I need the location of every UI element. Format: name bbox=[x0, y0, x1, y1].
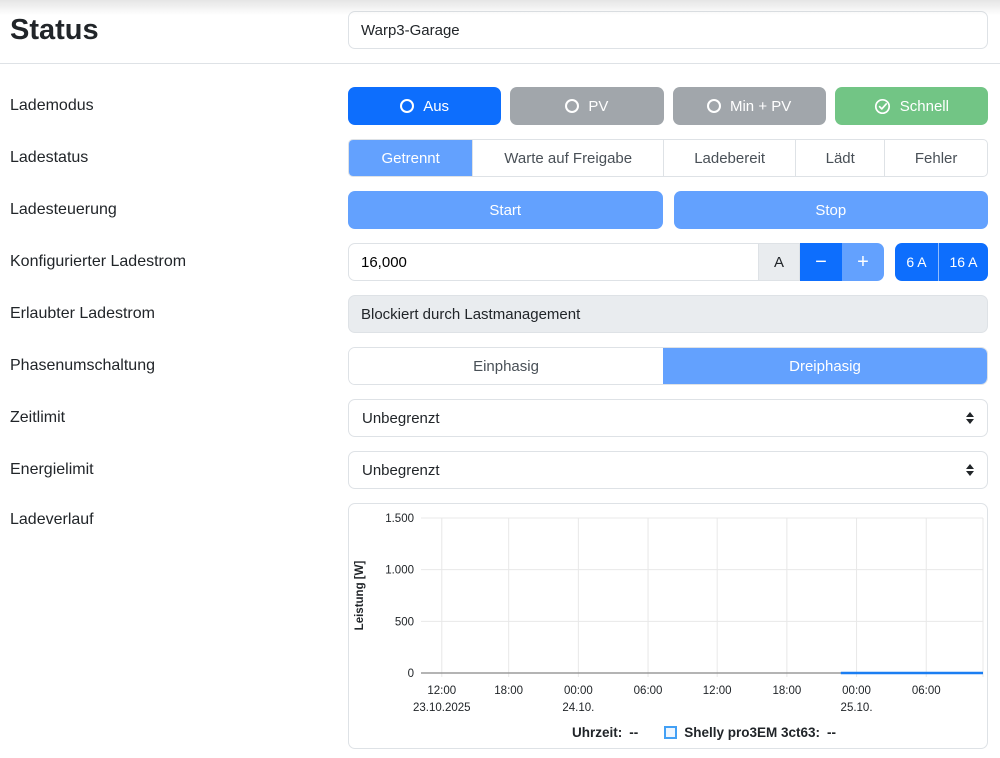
circle-icon bbox=[400, 99, 415, 113]
mode-min-pv-label: Min + PV bbox=[729, 97, 792, 115]
charge-status-bar: Getrennt Warte auf Freigabe Ladebereit L… bbox=[348, 139, 988, 177]
decrease-current-button[interactable]: − bbox=[800, 243, 842, 281]
svg-text:1.500: 1.500 bbox=[385, 513, 414, 525]
status-segment-getrennt: Getrennt bbox=[349, 140, 473, 176]
charge-history-chart: 0 500 1.000 1.500 12:00 23.10.2025 18:00 00:00 2… bbox=[348, 503, 988, 749]
phase-toggle-group: Einphasig Dreiphasig bbox=[348, 347, 988, 385]
current-input[interactable] bbox=[348, 243, 759, 281]
svg-text:06:00: 06:00 bbox=[634, 685, 663, 697]
status-segment-ladebereit: Ladebereit bbox=[663, 140, 795, 176]
mode-schnell-button[interactable]: Schnell bbox=[834, 87, 988, 125]
svg-text:0: 0 bbox=[408, 668, 414, 680]
lademodus-label: Lademodus bbox=[10, 97, 94, 114]
start-button[interactable]: Start bbox=[348, 191, 663, 229]
page-title: Status bbox=[10, 13, 99, 46]
row-lademodus: Lademodus Aus PV Min + PV Schnell bbox=[10, 87, 988, 125]
row-erlaubter-ladestrom: Erlaubter Ladestrom Blockiert durch Last… bbox=[10, 295, 988, 333]
energielimit-label: Energielimit bbox=[10, 461, 94, 478]
svg-text:500: 500 bbox=[395, 616, 414, 628]
row-ladesteuerung: Ladesteuerung Start Stop bbox=[10, 191, 988, 229]
mode-aus-button[interactable]: Aus bbox=[348, 87, 502, 125]
ladestatus-label: Ladestatus bbox=[10, 149, 89, 166]
svg-text:18:00: 18:00 bbox=[494, 685, 523, 697]
energy-limit-select[interactable]: Unbegrenzt bbox=[348, 451, 988, 489]
ladestrom-label: Konfigurierter Ladestrom bbox=[10, 253, 187, 270]
device-name-input[interactable] bbox=[348, 11, 988, 49]
erlaubt-label: Erlaubter Ladestrom bbox=[10, 305, 155, 322]
mode-pv-button[interactable]: PV bbox=[510, 87, 664, 125]
svg-text:24.10.: 24.10. bbox=[562, 702, 594, 714]
mode-schnell-label: Schnell bbox=[899, 97, 949, 115]
series-checkbox-icon[interactable] bbox=[664, 725, 678, 739]
phase-dreiphasig-button[interactable]: Dreiphasig bbox=[663, 348, 987, 384]
row-ladestatus: Ladestatus Getrennt Warte auf Freigabe L… bbox=[10, 139, 988, 177]
header-divider bbox=[0, 63, 1000, 64]
circle-icon bbox=[565, 99, 580, 113]
ladeverlauf-label: Ladeverlauf bbox=[10, 511, 94, 528]
row-ladestrom: Konfigurierter Ladestrom A − + 6 A 16 A bbox=[10, 243, 988, 281]
phase-einphasig-button[interactable]: Einphasig bbox=[349, 348, 664, 384]
status-segment-warte: Warte auf Freigabe bbox=[472, 140, 663, 176]
power-chart: 0 500 1.000 1.500 12:00 23.10.2025 18:00 00:00 2… bbox=[354, 513, 984, 714]
row-energielimit: Energielimit Unbegrenzt bbox=[10, 451, 988, 489]
allowed-current-readonly: Blockiert durch Lastmanagement bbox=[348, 295, 988, 333]
time-limit-value: Unbegrenzt bbox=[362, 409, 440, 427]
time-limit-select[interactable]: Unbegrenzt bbox=[348, 399, 988, 437]
svg-text:23.10.2025: 23.10.2025 bbox=[413, 702, 471, 714]
svg-text:12:00: 12:00 bbox=[427, 685, 456, 697]
unit-addon: A bbox=[758, 243, 800, 281]
check-circle-icon bbox=[874, 98, 890, 114]
page-header: Status bbox=[10, 0, 988, 49]
zeitlimit-label: Zeitlimit bbox=[10, 409, 66, 426]
status-segment-fehler: Fehler bbox=[884, 140, 987, 176]
legend-shelly: Shelly pro3EM 3ct63: -- bbox=[664, 725, 836, 740]
chart-legend: Uhrzeit: -- Shelly pro3EM 3ct63: -- bbox=[349, 716, 987, 748]
mode-min-pv-button[interactable]: Min + PV bbox=[672, 87, 826, 125]
ladesteuerung-label: Ladesteuerung bbox=[10, 201, 117, 218]
mode-pv-label: PV bbox=[588, 97, 609, 115]
svg-text:00:00: 00:00 bbox=[564, 685, 593, 697]
charge-mode-group: Aus PV Min + PV Schnell bbox=[348, 87, 988, 125]
status-segment-laedt: Lädt bbox=[795, 140, 884, 176]
circle-icon bbox=[706, 99, 721, 113]
preset-6a-button[interactable]: 6 A bbox=[895, 243, 939, 281]
svg-text:1.000: 1.000 bbox=[385, 565, 414, 577]
svg-text:18:00: 18:00 bbox=[772, 685, 801, 697]
row-ladeverlauf: Ladeverlauf 0 500 1.000 1.500 12:00 23.10.202… bbox=[10, 503, 988, 749]
svg-text:06:00: 06:00 bbox=[912, 685, 941, 697]
increase-current-button[interactable]: + bbox=[842, 243, 884, 281]
legend-uhrzeit: Uhrzeit: -- bbox=[571, 724, 639, 740]
preset-16a-button[interactable]: 16 A bbox=[939, 243, 988, 281]
select-arrows-icon bbox=[966, 464, 974, 476]
row-phasenumschaltung: Phasenumschaltung Einphasig Dreiphasig bbox=[10, 347, 988, 385]
energy-limit-value: Unbegrenzt bbox=[362, 461, 440, 479]
select-arrows-icon bbox=[966, 412, 974, 424]
stop-button[interactable]: Stop bbox=[673, 191, 988, 229]
charge-current-controls: A − + 6 A 16 A bbox=[348, 243, 988, 281]
svg-text:Leistung [W]: Leistung [W] bbox=[354, 561, 366, 631]
svg-text:00:00: 00:00 bbox=[842, 685, 871, 697]
current-preset-group: 6 A 16 A bbox=[895, 243, 988, 281]
mode-aus-label: Aus bbox=[423, 97, 450, 115]
svg-text:12:00: 12:00 bbox=[703, 685, 732, 697]
charge-control-group: Start Stop bbox=[348, 191, 988, 229]
svg-text:25.10.: 25.10. bbox=[841, 702, 873, 714]
current-input-group: A − + bbox=[348, 243, 884, 281]
phasen-label: Phasenumschaltung bbox=[10, 357, 155, 374]
row-zeitlimit: Zeitlimit Unbegrenzt bbox=[10, 399, 988, 437]
